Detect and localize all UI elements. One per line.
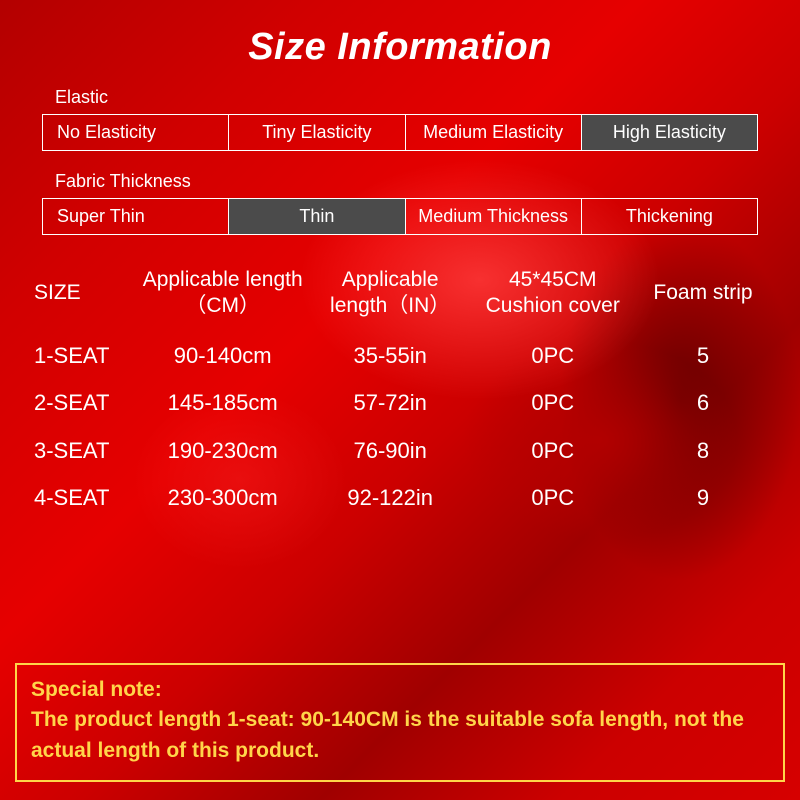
th-cushion: 45*45CM Cushion cover: [471, 265, 634, 322]
td-size: 3-SEAT: [28, 435, 136, 467]
elastic-option-1: Tiny Elasticity: [229, 115, 405, 150]
th-len-cm: Applicable length（CM）: [136, 265, 308, 322]
table-row: 1-SEAT 90-140cm 35-55in 0PC 5: [28, 340, 772, 372]
thickness-option-3: Thickening: [582, 199, 757, 234]
page-title: Size Information: [0, 0, 800, 87]
table-header: SIZE Applicable length（CM） Applicable le…: [28, 265, 772, 322]
thickness-bar: Super Thin Thin Medium Thickness Thicken…: [42, 198, 758, 235]
special-note: Special note: The product length 1-seat:…: [15, 663, 785, 782]
td-cushion: 0PC: [471, 387, 634, 419]
td-len-cm: 190-230cm: [136, 435, 308, 467]
td-cushion: 0PC: [471, 482, 634, 514]
th-foam: Foam strip: [634, 278, 772, 308]
td-size: 4-SEAT: [28, 482, 136, 514]
th-len-in: Applicable length（IN）: [309, 265, 472, 322]
note-body: The product length 1-seat: 90-140CM is t…: [31, 705, 769, 766]
size-table: SIZE Applicable length（CM） Applicable le…: [28, 265, 772, 514]
td-foam: 6: [634, 387, 772, 419]
elastic-option-3: High Elasticity: [582, 115, 757, 150]
table-row: 3-SEAT 190-230cm 76-90in 0PC 8: [28, 435, 772, 467]
elastic-bar: No Elasticity Tiny Elasticity Medium Ela…: [42, 114, 758, 151]
table-row: 2-SEAT 145-185cm 57-72in 0PC 6: [28, 387, 772, 419]
th-size: SIZE: [28, 278, 136, 308]
elastic-option-2: Medium Elasticity: [406, 115, 582, 150]
td-len-in: 76-90in: [309, 435, 472, 467]
td-size: 2-SEAT: [28, 387, 136, 419]
table-row: 4-SEAT 230-300cm 92-122in 0PC 9: [28, 482, 772, 514]
thickness-option-0: Super Thin: [43, 199, 229, 234]
td-len-cm: 90-140cm: [136, 340, 308, 372]
elastic-label: Elastic: [55, 87, 800, 108]
thickness-option-2: Medium Thickness: [406, 199, 582, 234]
elastic-option-0: No Elasticity: [43, 115, 229, 150]
note-title: Special note:: [31, 675, 769, 705]
td-foam: 8: [634, 435, 772, 467]
td-size: 1-SEAT: [28, 340, 136, 372]
td-foam: 9: [634, 482, 772, 514]
td-len-in: 92-122in: [309, 482, 472, 514]
thickness-option-1: Thin: [229, 199, 405, 234]
td-cushion: 0PC: [471, 435, 634, 467]
td-len-in: 35-55in: [309, 340, 472, 372]
td-len-cm: 230-300cm: [136, 482, 308, 514]
td-foam: 5: [634, 340, 772, 372]
thickness-label: Fabric Thickness: [55, 171, 800, 192]
td-len-in: 57-72in: [309, 387, 472, 419]
td-len-cm: 145-185cm: [136, 387, 308, 419]
td-cushion: 0PC: [471, 340, 634, 372]
